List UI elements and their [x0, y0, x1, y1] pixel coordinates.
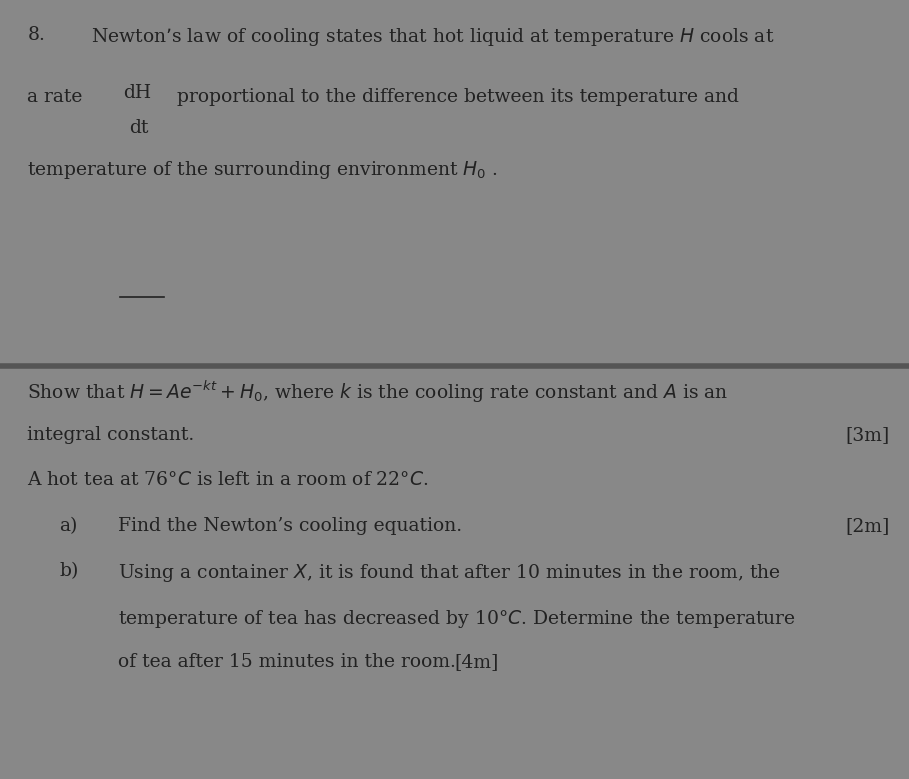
Text: Newton’s law of cooling states that hot liquid at temperature $H$ cools at: Newton’s law of cooling states that hot …	[91, 26, 774, 48]
Text: A hot tea at 76°$C$ is left in a room of 22°$C$.: A hot tea at 76°$C$ is left in a room of…	[27, 471, 429, 489]
Text: Using a container $X$, it is found that after 10 minutes in the room, the: Using a container $X$, it is found that …	[118, 562, 781, 584]
Text: dH: dH	[123, 84, 151, 102]
Text: [3m]: [3m]	[845, 426, 890, 444]
Text: temperature of tea has decreased by 10°$C$. Determine the temperature: temperature of tea has decreased by 10°$…	[118, 608, 796, 629]
Text: 8.: 8.	[27, 26, 45, 44]
Text: of tea after 15 minutes in the room.: of tea after 15 minutes in the room.	[118, 653, 456, 671]
Text: proportional to the difference between its temperature and: proportional to the difference between i…	[177, 88, 739, 106]
Text: [2m]: [2m]	[845, 516, 890, 535]
Text: b): b)	[59, 562, 78, 580]
Text: temperature of the surrounding environment $H_0$ .: temperature of the surrounding environme…	[27, 159, 498, 182]
Text: Show that $H = Ae^{-kt} + H_0$, where $k$ is the cooling rate constant and $A$ i: Show that $H = Ae^{-kt} + H_0$, where $k…	[27, 379, 728, 405]
Text: integral constant.: integral constant.	[27, 426, 195, 444]
Text: a rate: a rate	[27, 88, 83, 106]
Text: Find the Newton’s cooling equation.: Find the Newton’s cooling equation.	[118, 516, 463, 535]
Text: dt: dt	[129, 119, 148, 137]
Text: [4m]: [4m]	[454, 653, 499, 671]
Text: a): a)	[59, 516, 77, 535]
